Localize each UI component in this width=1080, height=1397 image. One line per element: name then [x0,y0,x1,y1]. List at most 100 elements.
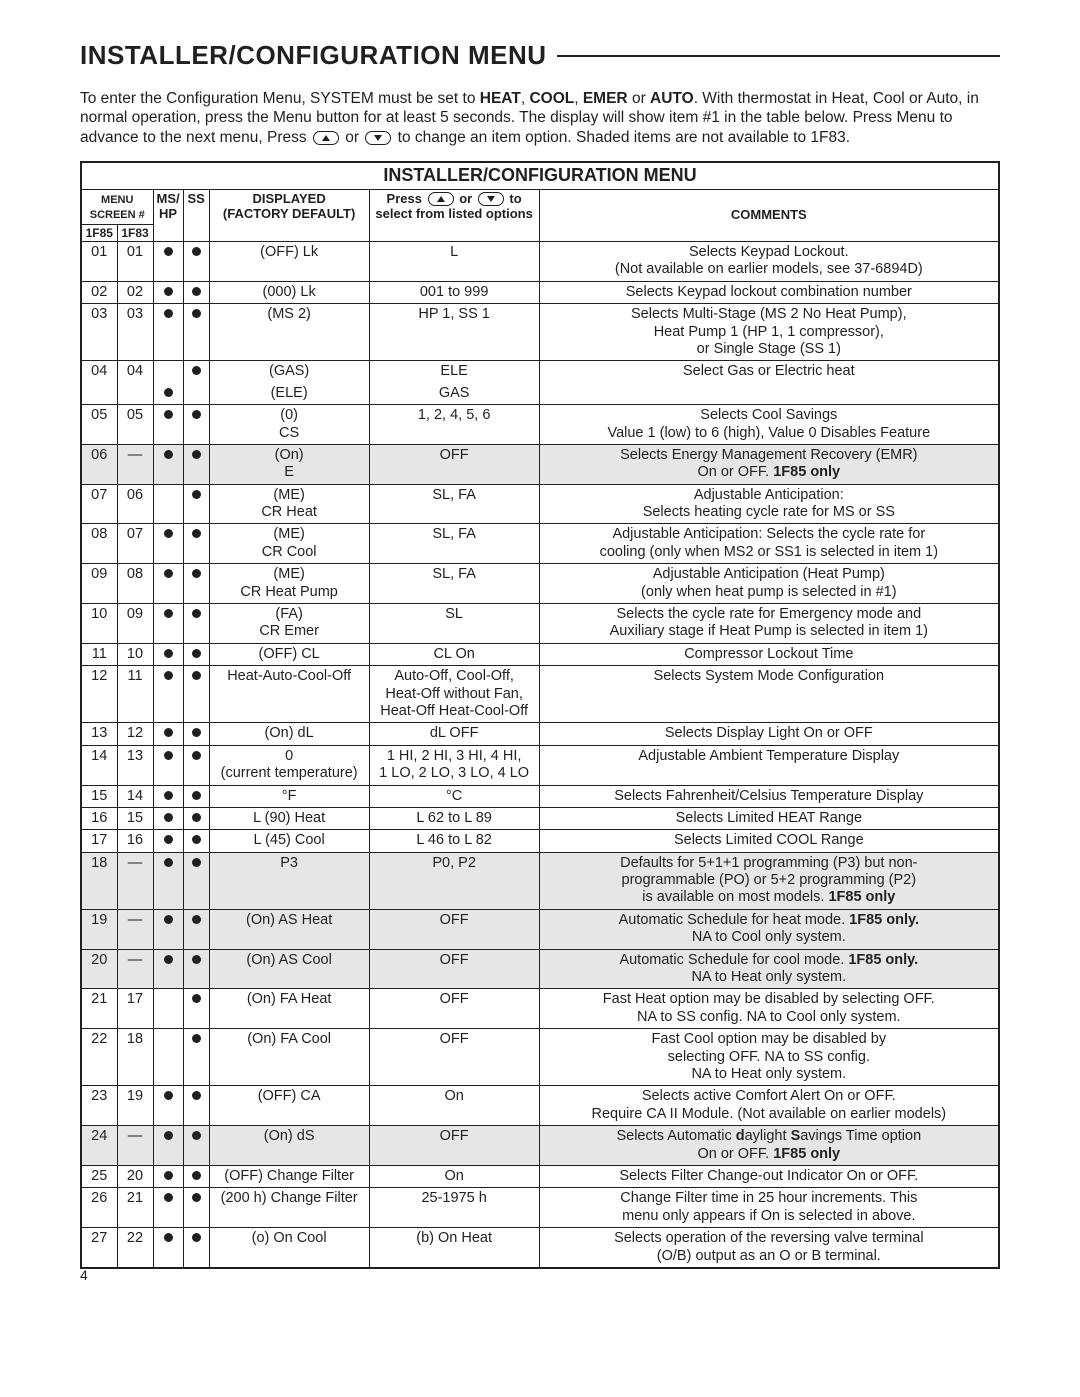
cell-hp [153,666,183,723]
dot-icon [192,1193,201,1202]
down-icon [478,192,504,206]
cell-options: OFF [369,989,539,1029]
cell-options: OFF [369,949,539,989]
cell-1f85: 11 [81,643,117,665]
cell-ss [183,830,209,852]
cell-ss [183,1029,209,1086]
cell-options: HP 1, SS 1 [369,304,539,361]
cell-displayed: (0)CS [209,405,369,445]
cell-displayed: °F [209,785,369,807]
cell-1f85: 15 [81,785,117,807]
cell-ss [183,484,209,524]
cell-hp [153,564,183,604]
table-row: 0807(ME)CR CoolSL, FAAdjustable Anticipa… [81,524,999,564]
cell-options: 25-1975 h [369,1188,539,1228]
cell-hp [153,807,183,829]
cell-displayed: (On)E [209,444,369,484]
cell-ss [183,1228,209,1268]
cell-1f85: 19 [81,909,117,949]
cell-hp [153,361,183,383]
cell-1f85: 22 [81,1029,117,1086]
table-row: 1110(OFF) CLCL OnCompressor Lockout Time [81,643,999,665]
table-row: 1009(FA)CR EmerSLSelects the cycle rate … [81,604,999,644]
cell-1f83: — [117,852,153,909]
cell-1f85: 09 [81,564,117,604]
dot-icon [192,1171,201,1180]
cell-options: °C [369,785,539,807]
dot-icon [164,609,173,618]
page-number: 4 [80,1267,88,1283]
col-displayed: DISPLAYED(FACTORY DEFAULT) [209,189,369,241]
cell-comments: Selects Fahrenheit/Celsius Temperature D… [539,785,999,807]
cell-1f83: 02 [117,281,153,303]
cell-1f83: 14 [117,785,153,807]
cell-hp [153,989,183,1029]
intro-paragraph: To enter the Configuration Menu, SYSTEM … [80,89,1000,147]
cell-hp [153,241,183,281]
dot-icon [192,955,201,964]
table-row: 24—(On) dSOFFSelects Automatic daylight … [81,1126,999,1166]
cell-1f83: 08 [117,564,153,604]
cell-1f83: 21 [117,1188,153,1228]
cell-displayed: P3 [209,852,369,909]
table-row: 0202(000) Lk001 to 999Selects Keypad loc… [81,281,999,303]
cell-1f85: 08 [81,524,117,564]
cell-options: SL [369,604,539,644]
cell-displayed: (OFF) CA [209,1086,369,1126]
cell-options: GAS [369,383,539,405]
cell-hp [153,444,183,484]
dot-icon [164,791,173,800]
cell-displayed: (OFF) Lk [209,241,369,281]
table-row: 2319(OFF) CAOnSelects active Comfort Ale… [81,1086,999,1126]
cell-1f85: 18 [81,852,117,909]
cell-ss [183,1188,209,1228]
dot-icon [192,490,201,499]
cell-ss [183,807,209,829]
cell-displayed: 0(current temperature) [209,745,369,785]
cell-1f85: 02 [81,281,117,303]
cell-comments: Fast Heat option may be disabled by sele… [539,989,999,1029]
cell-comments: Selects the cycle rate for Emergency mod… [539,604,999,644]
col-1f83: 1F83 [117,224,153,241]
cell-displayed: (ME)CR Heat Pump [209,564,369,604]
cell-hp [153,723,183,745]
cell-1f83: 12 [117,723,153,745]
cell-options: Auto-Off, Cool-Off,Heat-Off without Fan,… [369,666,539,723]
cell-1f83: — [117,909,153,949]
cell-comments: Selects Multi-Stage (MS 2 No Heat Pump),… [539,304,999,361]
cell-comments: Automatic Schedule for heat mode. 1F85 o… [539,909,999,949]
dot-icon [164,835,173,844]
dot-icon [192,569,201,578]
cell-comments: Selects Cool SavingsValue 1 (low) to 6 (… [539,405,999,445]
cell-displayed: (OFF) Change Filter [209,1165,369,1187]
cell-1f85: 12 [81,666,117,723]
table-row: 1514 °F°CSelects Fahrenheit/Celsius Tempe… [81,785,999,807]
heading-rule [557,55,1000,57]
cell-hp [153,830,183,852]
cell-hp [153,484,183,524]
cell-options: On [369,1165,539,1187]
cell-hp [153,852,183,909]
cell-displayed: Heat-Auto-Cool-Off [209,666,369,723]
cell-options: OFF [369,1126,539,1166]
cell-1f83: 20 [117,1165,153,1187]
cell-1f85: 17 [81,830,117,852]
cell-comments: Selects Filter Change-out Indicator On o… [539,1165,999,1187]
cell-comments: Selects Automatic daylight Savings Time … [539,1126,999,1166]
table-row: 0404(GAS)ELESelect Gas or Electric heat [81,361,999,383]
dot-icon [192,309,201,318]
cell-options: SL, FA [369,524,539,564]
cell-comments: Automatic Schedule for cool mode. 1F85 o… [539,949,999,989]
dot-icon [192,671,201,680]
cell-1f85: 01 [81,241,117,281]
dot-icon [192,791,201,800]
cell-1f85: 10 [81,604,117,644]
col-comments: COMMENTS [539,189,999,241]
dot-icon [164,388,173,397]
cell-displayed: (On) dS [209,1126,369,1166]
table-row: 0101(OFF) LkLSelects Keypad Lockout.(Not… [81,241,999,281]
cell-ss [183,852,209,909]
cell-ss [183,564,209,604]
cell-ss [183,604,209,644]
dot-icon [164,309,173,318]
